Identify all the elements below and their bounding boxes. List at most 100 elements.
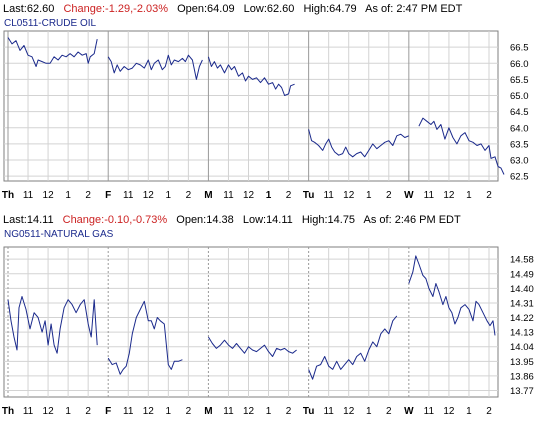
y-tick-label: 63.5 <box>510 139 529 150</box>
x-tick-label: 2 <box>486 190 492 201</box>
price-line-segment <box>308 129 409 158</box>
x-tick-label: W <box>404 190 414 201</box>
x-tick-label: 1 <box>166 406 172 417</box>
price-line-segment <box>7 37 98 67</box>
crude-oil-series-label: CL0511-CRUDE OIL <box>4 18 97 29</box>
change-value: Change:-1.29,-2.03% <box>63 3 169 15</box>
crude-oil-quote-bar: Last:62.60 Change:-1.29,-2.03% Open:64.0… <box>3 2 462 16</box>
price-line-segment <box>207 336 297 357</box>
x-tick-label: 12 <box>143 406 155 417</box>
low-price: Low:62.60 <box>243 3 295 15</box>
price-line-segment <box>207 56 295 96</box>
x-tick-label: 12 <box>43 190 55 201</box>
y-tick-label: 65.0 <box>510 91 529 102</box>
x-tick-label: 12 <box>143 190 155 201</box>
x-tick-label: Tu <box>303 406 314 417</box>
y-tick-label: 66.0 <box>510 59 529 70</box>
x-tick-label: 11 <box>23 190 34 201</box>
high-price: High:64.79 <box>303 3 357 15</box>
x-tick-label: Tu <box>303 190 314 201</box>
x-tick-label: 2 <box>286 190 292 201</box>
plot-frame <box>3 30 499 182</box>
low-price: Low:14.11 <box>242 214 293 226</box>
x-tick-label: M <box>204 406 212 417</box>
price-line-segment <box>418 117 505 175</box>
x-tick-label: 1 <box>366 406 372 417</box>
y-tick-label: 64.5 <box>510 107 529 118</box>
x-tick-label: 2 <box>386 406 392 417</box>
y-tick-label: 14.22 <box>510 313 534 324</box>
x-tick-label: W <box>404 406 414 417</box>
x-tick-label: F <box>105 406 111 417</box>
x-tick-label: 11 <box>323 190 334 201</box>
y-tick-label: 14.58 <box>510 255 534 266</box>
last-price: Last:62.60 <box>3 3 55 15</box>
x-tick-label: M <box>204 190 212 201</box>
open-price: Open:64.09 <box>177 3 235 15</box>
last-price: Last:14.11 <box>3 214 54 226</box>
y-tick-label: 63.0 <box>510 156 529 167</box>
x-tick-label: 2 <box>386 190 392 201</box>
y-tick-label: 65.5 <box>510 75 529 86</box>
y-tick-label: 64.0 <box>510 123 529 134</box>
x-tick-label: 12 <box>243 190 255 201</box>
y-tick-label: 14.49 <box>510 269 534 280</box>
x-tick-label: 1 <box>65 406 71 417</box>
y-tick-label: 13.95 <box>510 357 534 368</box>
crude-oil-panel: Last:62.60 Change:-1.29,-2.03% Open:64.0… <box>1 2 529 201</box>
x-tick-label: 12 <box>443 406 455 417</box>
as-of-time: As of: 2:47 PM EDT <box>365 3 463 15</box>
x-tick-label: 11 <box>23 406 34 417</box>
y-tick-label: 13.77 <box>510 386 534 397</box>
price-line-segment <box>7 296 98 354</box>
y-tick-label: 14.31 <box>510 298 534 309</box>
crude-oil-chart: 62.563.063.564.064.565.065.566.066.5Th 11… <box>2 30 529 201</box>
x-tick-label: 12 <box>343 190 355 201</box>
x-tick-label: 12 <box>443 190 455 201</box>
x-tick-label: 1 <box>266 406 272 417</box>
natural-gas-chart: 13.77 13.86 13.95 14.04 14.13 14.22 14.31 14.40… <box>2 246 534 417</box>
x-tick-label: Th <box>2 406 14 417</box>
x-tick-label: 1 <box>466 190 472 201</box>
x-tick-label: 1 <box>466 406 472 417</box>
x-tick-label: 12 <box>343 406 355 417</box>
x-tick-label: 2 <box>85 190 91 201</box>
x-tick-label: 11 <box>323 406 334 417</box>
x-tick-label: 11 <box>223 406 234 417</box>
x-tick-label: 11 <box>424 190 435 201</box>
x-tick-label: 2 <box>186 406 192 417</box>
natural-gas-panel: Last:14.11 Change:-0.10,-0.73% Open:14.3… <box>0 211 539 422</box>
x-tick-label: 2 <box>85 406 91 417</box>
x-tick-label: 12 <box>43 406 55 417</box>
x-tick-label: 11 <box>424 406 435 417</box>
y-tick-label: 13.86 <box>510 371 534 382</box>
price-line-segment <box>107 300 183 375</box>
y-tick-label: 14.13 <box>510 328 534 339</box>
x-tick-label: Th <box>2 190 14 201</box>
y-tick-label: 62.5 <box>510 172 529 183</box>
open-price: Open:14.38 <box>176 214 234 226</box>
price-line-segment <box>308 315 398 380</box>
x-tick-label: 11 <box>123 190 134 201</box>
high-price: High:14.75 <box>301 214 356 226</box>
price-line-segment <box>408 255 496 336</box>
as-of-time: As of: 2:46 PM EDT <box>363 214 461 226</box>
price-line-segment <box>107 54 203 80</box>
x-tick-label: 12 <box>243 406 255 417</box>
x-tick-label: 11 <box>123 406 134 417</box>
x-tick-label: F <box>105 190 111 201</box>
natural-gas-quote-bar: Last:14.11 Change:-0.10,-0.73% Open:14.3… <box>3 213 461 227</box>
x-tick-label: 1 <box>65 190 71 201</box>
x-tick-label: 11 <box>223 190 234 201</box>
x-tick-label: 2 <box>186 190 192 201</box>
y-tick-label: 14.40 <box>510 284 534 295</box>
y-tick-label: 14.04 <box>510 342 534 353</box>
y-tick-label: 66.5 <box>510 43 529 54</box>
plot-frame <box>3 246 499 398</box>
change-value: Change:-0.10,-0.73% <box>62 214 168 226</box>
x-tick-label: 1 <box>266 190 272 201</box>
x-tick-label: 1 <box>166 190 172 201</box>
natural-gas-series-label: NG0511-NATURAL GAS <box>4 229 114 240</box>
x-tick-label: 1 <box>366 190 372 201</box>
x-tick-label: 2 <box>486 406 492 417</box>
